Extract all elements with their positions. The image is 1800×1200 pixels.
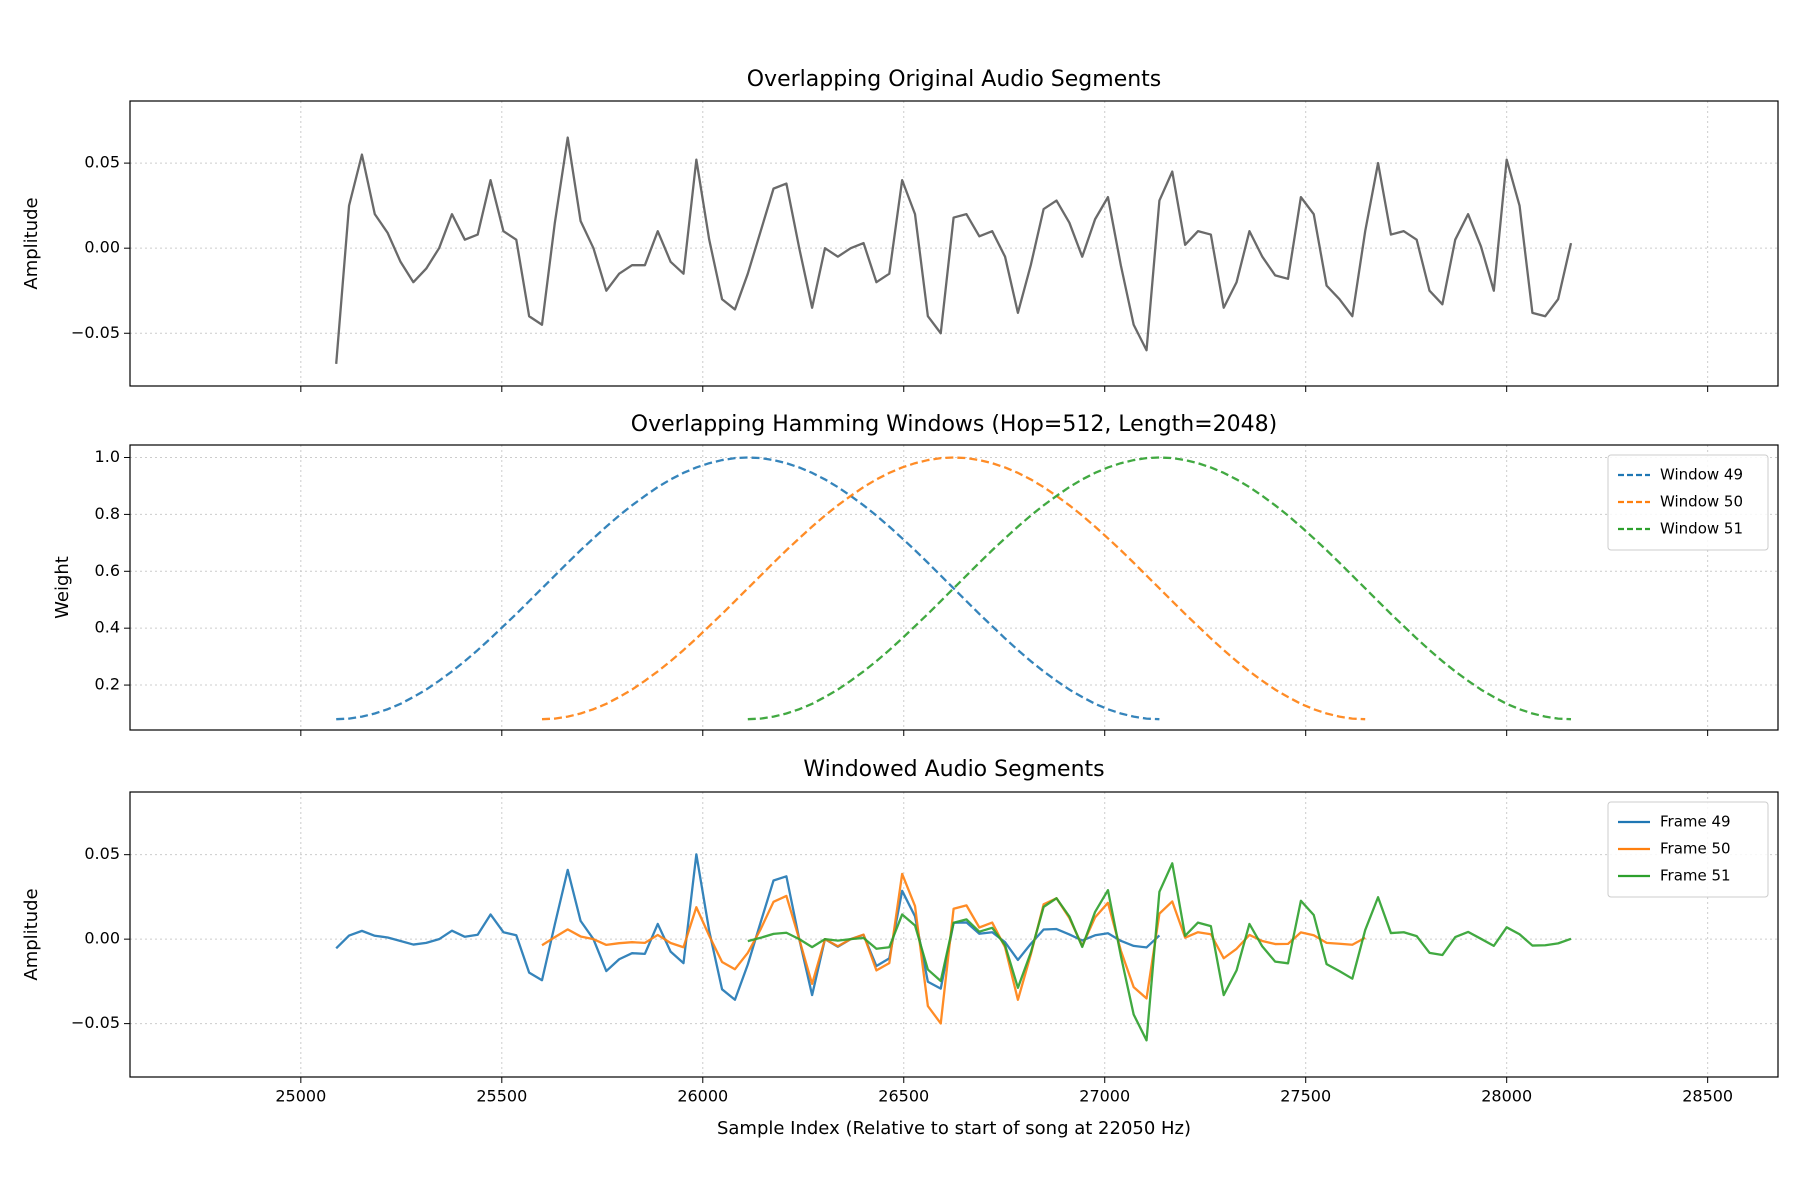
y-tick-label: 0.6: [95, 561, 120, 580]
legend-box: [1607, 801, 1769, 898]
y-tick-label: 0.00: [84, 929, 120, 948]
legend: Window 49 Window 50 Window 51: [1607, 454, 1769, 551]
y-axis-label: Weight: [52, 556, 73, 619]
x-tick-label: 27000: [1079, 1087, 1130, 1106]
legend-label: Window 50: [1660, 493, 1743, 511]
chart-title: Overlapping Original Audio Segments: [747, 67, 1162, 92]
series-line: [335, 853, 1161, 1001]
x-axis-label: Sample Index (Relative to start of song …: [717, 1118, 1191, 1139]
series-line: [541, 872, 1366, 1025]
legend: Frame 49 Frame 50 Frame 51: [1607, 801, 1769, 898]
x-tick-label: 26500: [878, 1087, 929, 1106]
y-tick-label: 0.00: [84, 238, 120, 257]
plot-frame: [129, 791, 1779, 1078]
chart-title: Windowed Audio Segments: [803, 757, 1104, 782]
series-line: [336, 456, 1160, 721]
y-axis-label: Amplitude: [21, 888, 42, 980]
series-line: [335, 136, 1573, 364]
y-tick-label: −0.05: [71, 1013, 120, 1032]
x-tick-label: 28500: [1682, 1087, 1733, 1106]
y-tick-label: 0.4: [95, 618, 120, 637]
y-tick-label: −0.05: [71, 323, 120, 342]
series-line: [747, 456, 1572, 721]
y-tick-label: 0.2: [95, 675, 120, 694]
y-tick-label: 0.05: [84, 844, 120, 863]
series-line: [747, 862, 1572, 1042]
legend-label: Window 49: [1660, 466, 1743, 484]
x-tick-label: 27500: [1280, 1087, 1331, 1106]
legend-label: Frame 49: [1660, 813, 1731, 831]
series-line: [541, 456, 1366, 721]
x-tick-label: 25000: [275, 1087, 326, 1106]
legend-label: Frame 50: [1660, 840, 1731, 858]
y-tick-label: 0.8: [95, 504, 120, 523]
plot-frame: [129, 444, 1779, 731]
y-tick-label: 1.0: [95, 447, 120, 466]
legend-label: Window 51: [1660, 520, 1743, 538]
plot-frame: [129, 100, 1779, 387]
legend-label: Frame 51: [1660, 867, 1731, 885]
y-axis-label: Amplitude: [21, 197, 42, 289]
y-tick-label: 0.05: [84, 153, 120, 172]
legend-box: [1607, 454, 1769, 551]
x-tick-label: 26000: [677, 1087, 728, 1106]
chart-title: Overlapping Hamming Windows (Hop=512, Le…: [631, 412, 1277, 437]
x-tick-label: 28000: [1481, 1087, 1532, 1106]
x-tick-label: 25500: [476, 1087, 527, 1106]
